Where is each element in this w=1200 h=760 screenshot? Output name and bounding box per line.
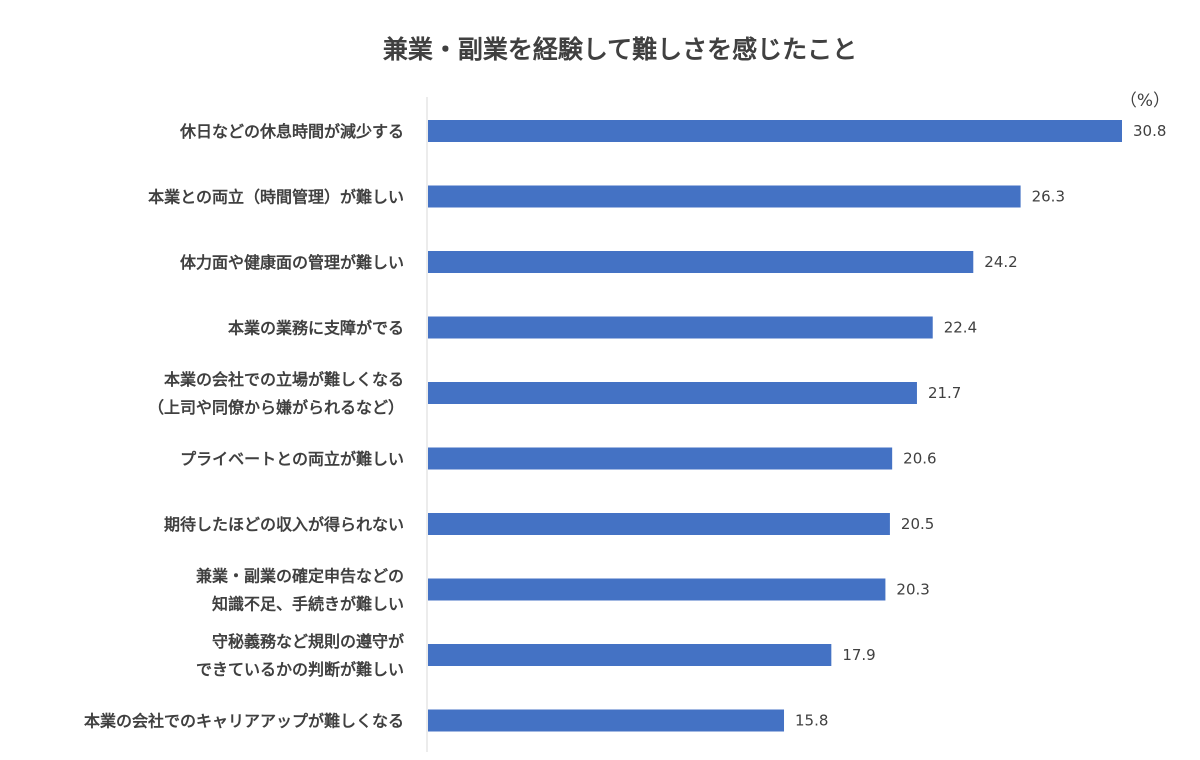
bar-10 [428,709,785,732]
data-label-1: 30.8 [1133,122,1166,140]
chart-title: 兼業・副業を経験して難しさを感じたこと [383,35,857,64]
data-label-7: 20.5 [901,515,934,533]
bar-1 [428,120,1122,142]
data-label-6: 20.6 [903,450,936,468]
category-label-4: 本業の業務に支障がでる [228,319,404,338]
bar-9 [428,644,832,666]
data-label-5: 21.7 [928,384,961,402]
data-label-4: 22.4 [944,319,977,337]
bar-7 [428,513,890,535]
data-label-2: 26.3 [1032,188,1065,206]
category-label-7: 期待したほどの収入が得られない [164,515,404,534]
category-label-3: 体力面や健康面の管理が難しい [180,253,404,272]
bar-6 [428,447,893,470]
bar-5 [428,382,917,404]
bar-4 [428,316,933,339]
data-label-10: 15.8 [795,712,828,730]
bar-3 [428,251,974,273]
category-labels: 休日などの休息時間が減少する本業との両立（時間管理）が難しい体力面や健康面の管理… [84,122,404,731]
category-label-2: 本業との両立（時間管理）が難しい [148,188,404,207]
category-label-6: プライベートとの両立が難しい [180,450,404,469]
unit-label: （%） [1120,91,1170,111]
category-label-10: 本業の会社でのキャリアアップが難しくなる [84,712,404,731]
data-label-3: 24.2 [984,253,1017,271]
bar-2 [428,185,1021,208]
category-label-8: 兼業・副業の確定申告などの知識不足、手続きが難しい [196,567,404,614]
bar-series [428,120,1122,732]
category-label-1: 休日などの休息時間が減少する [179,122,404,141]
data-labels: 30.8 26.3 24.2 22.4 21.7 20.6 20.5 20.3 17.9 15.8 [795,122,1166,730]
category-label-5: 本業の会社での立場が難しくなる（上司や同僚から嫌がられるなど） [148,370,404,417]
data-label-9: 17.9 [842,646,875,664]
bar-8 [428,578,886,601]
data-label-8: 20.3 [896,581,929,599]
category-label-9: 守秘義務など規則の遵守ができているかの判断が難しい [196,632,404,679]
